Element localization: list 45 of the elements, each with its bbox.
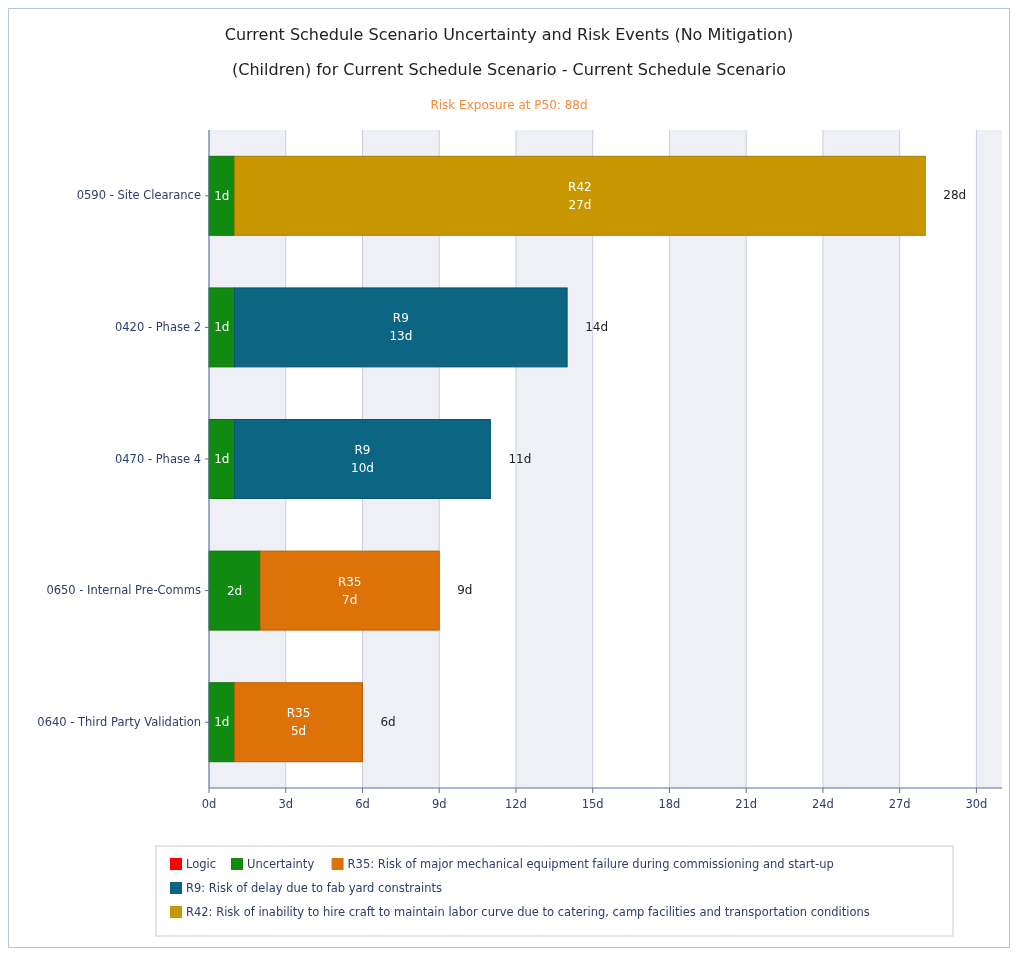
data-label: 1d: [214, 714, 230, 729]
legend-label: R9: Risk of delay due to fab yard constraints: [186, 880, 442, 895]
x-tick-label: 6d: [355, 797, 370, 811]
y-tick-label: 0650 - Internal Pre-Comms: [46, 583, 201, 598]
data-label: R9 10d: [351, 442, 374, 475]
legend-label: R42: Risk of inability to hire craft to maintain labor curve due to catering, camp facilities and transportation conditions: [186, 904, 870, 919]
total-label: 28d: [943, 188, 967, 203]
chart-subtitle: (Children) for Current Schedule Scenario - Current Schedule Scenario: [232, 60, 786, 79]
x-tick-label: 21d: [735, 797, 758, 811]
total-label: 14d: [585, 319, 609, 334]
y-tick-label: 0590 - Site Clearance: [76, 188, 201, 203]
y-tick-label: 0470 - Phase 4: [114, 451, 201, 466]
chart-title: Current Schedule Scenario Uncertainty and Risk Events (No Mitigation): [224, 25, 794, 44]
data-label: R42 27d: [568, 179, 592, 212]
x-tick-label: 12d: [505, 797, 527, 811]
data-label: R9 13d: [389, 310, 413, 343]
data-label: 1d: [214, 188, 230, 203]
data-label: 1d: [214, 319, 230, 334]
y-tick-label: 0640 - Third Party Validation: [37, 714, 201, 729]
x-tick-label: 3d: [278, 797, 294, 811]
legend-label: Logic: [186, 856, 217, 871]
x-tick-label: 15d: [581, 797, 604, 811]
x-tick-label: 18d: [658, 797, 681, 811]
x-tick-label: 9d: [431, 797, 447, 811]
x-tick-label: 0d: [201, 797, 217, 811]
data-label: 1d: [214, 451, 230, 466]
bar: [208, 550, 261, 631]
total-label: 9d: [457, 583, 473, 598]
x-tick-label: 30d: [965, 797, 988, 811]
bar: [234, 155, 926, 236]
total-label: 6d: [380, 714, 396, 729]
data-label: R35 7d: [337, 574, 362, 607]
total-label: 11d: [508, 451, 532, 466]
x-tick-label: 27d: [888, 797, 911, 811]
bar: [234, 419, 491, 499]
bar: [259, 550, 440, 631]
text: Risk Exposure at P50: 88d: [430, 98, 588, 112]
y-tick-label: 0420 - Phase 2: [114, 319, 201, 334]
data-label: 2d: [226, 583, 243, 598]
data-label: R35 5d: [286, 705, 311, 738]
legend-label: Uncertainty: [247, 856, 315, 871]
bar: [234, 287, 568, 368]
legend-label: R35: Risk of major mechanical equipment failure during commissioning and start-up: [347, 856, 834, 871]
x-tick-label: 24d: [811, 797, 834, 811]
bar: [234, 682, 363, 763]
